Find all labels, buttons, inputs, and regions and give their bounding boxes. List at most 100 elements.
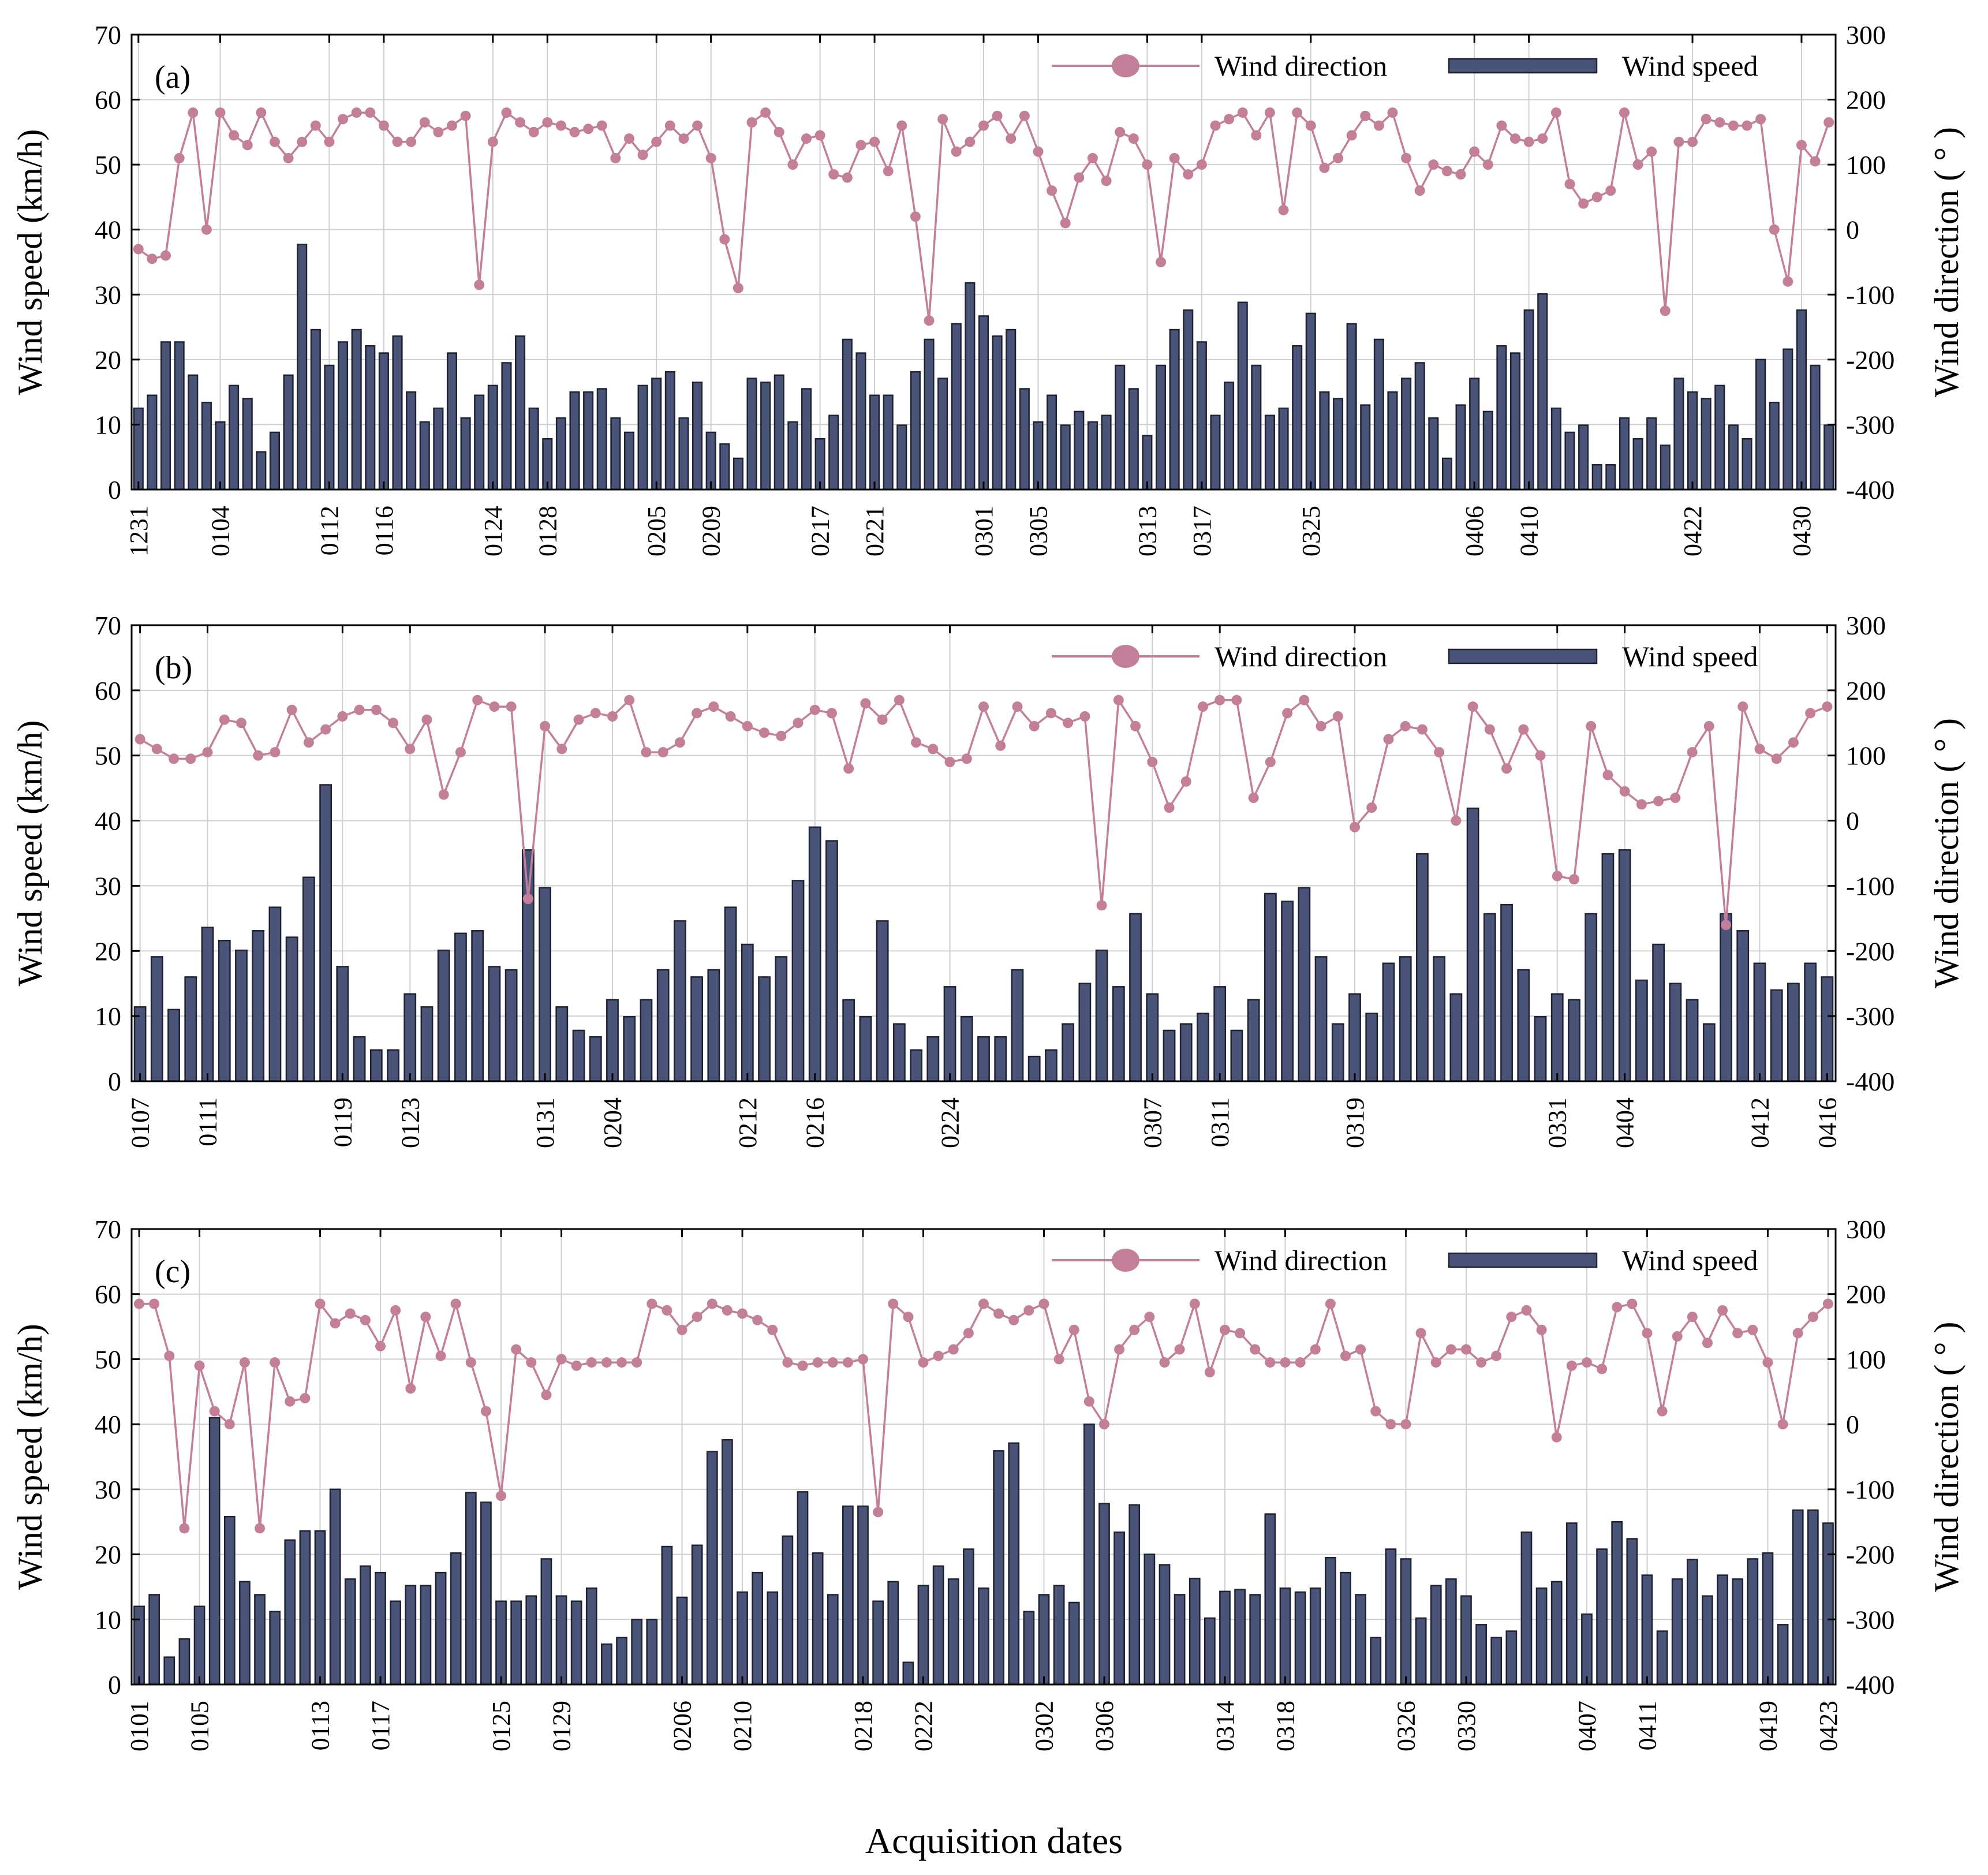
direction-point — [787, 159, 798, 170]
speed-bar — [1169, 328, 1180, 491]
direction-point — [201, 224, 212, 235]
direction-point — [809, 704, 820, 715]
direction-point — [910, 211, 921, 222]
direction-point — [1387, 107, 1398, 118]
speed-bar — [1611, 1521, 1623, 1686]
direction-point — [1251, 130, 1262, 141]
speed-bar — [299, 1530, 311, 1686]
direction-point — [1068, 1324, 1079, 1335]
speed-bar — [495, 1600, 507, 1686]
speed-bar — [1332, 398, 1344, 491]
direction-point — [465, 1357, 476, 1368]
speed-bar — [1500, 903, 1513, 1082]
y-right-tick-label: 0 — [1846, 215, 1859, 245]
speed-bar — [1656, 1630, 1668, 1686]
direction-point — [1295, 1357, 1306, 1368]
speed-bar — [167, 1009, 180, 1082]
speed-bar — [450, 1552, 462, 1686]
y-right-tick-label: -200 — [1846, 345, 1894, 375]
date-tick-label: 0313 — [1133, 506, 1161, 556]
speed-bar — [616, 1637, 627, 1686]
y-left-tick-label: 10 — [95, 1002, 121, 1031]
direction-point — [450, 1298, 461, 1309]
direction-point — [133, 244, 144, 255]
speed-bar — [351, 328, 362, 491]
speed-bar — [133, 1006, 147, 1082]
direction-point — [1142, 159, 1153, 170]
speed-bar — [775, 956, 788, 1082]
direction-point — [239, 1357, 250, 1368]
direction-point — [460, 110, 471, 121]
y-left-tick-label: 70 — [95, 20, 121, 50]
speed-bar — [1807, 1509, 1819, 1686]
speed-bar — [994, 1036, 1007, 1082]
speed-bar — [1279, 1587, 1291, 1686]
date-tick-label: 0326 — [1392, 1701, 1420, 1751]
direction-point — [1701, 114, 1712, 125]
speed-bar — [1360, 404, 1371, 491]
direction-point — [965, 136, 976, 147]
speed-bar — [174, 341, 185, 491]
speed-bar — [992, 335, 1003, 491]
date-tick-label: 0314 — [1211, 1701, 1239, 1751]
direction-point — [1333, 152, 1344, 163]
speed-bar — [1596, 1548, 1608, 1686]
direction-point — [924, 315, 935, 326]
direction-point — [1822, 1298, 1833, 1309]
legend-speed-swatch — [1448, 58, 1598, 74]
date-tick-label: 0128 — [533, 506, 562, 556]
y-left-tick-label: 50 — [95, 1344, 121, 1374]
direction-point — [556, 744, 567, 755]
direction-point — [995, 740, 1006, 751]
direction-point — [1280, 1357, 1291, 1368]
direction-point — [1370, 1406, 1381, 1417]
direction-point — [285, 1396, 296, 1407]
speed-bar — [917, 1585, 929, 1686]
speed-bar — [1008, 1442, 1020, 1686]
direction-point — [1670, 793, 1681, 804]
date-tick-label: 0407 — [1573, 1701, 1601, 1751]
direction-point — [793, 718, 804, 729]
date-tick-label: 0317 — [1188, 506, 1216, 556]
direction-point — [1305, 120, 1316, 131]
speed-bar — [387, 1049, 399, 1082]
direction-point — [1169, 152, 1180, 163]
speed-bar — [329, 1488, 341, 1686]
direction-point — [515, 117, 526, 128]
direction-point — [737, 1308, 748, 1319]
direction-point — [705, 152, 716, 163]
speed-bar — [1717, 1574, 1728, 1686]
speed-bar — [690, 976, 704, 1082]
speed-bar — [1646, 417, 1657, 491]
date-tick-label: 0222 — [910, 1701, 938, 1751]
direction-point — [978, 1298, 989, 1309]
speed-bar — [555, 1006, 569, 1082]
speed-bar — [487, 384, 498, 491]
speed-bar — [1755, 358, 1766, 491]
date-tick-label: 0218 — [849, 1701, 877, 1751]
speed-bar — [758, 976, 771, 1082]
date-tick-label: 0325 — [1297, 506, 1325, 556]
direction-point — [556, 1354, 567, 1365]
direction-point — [209, 1406, 220, 1417]
speed-bar — [268, 906, 282, 1082]
direction-point — [1060, 218, 1071, 229]
direction-point — [1114, 1344, 1125, 1355]
speed-bar — [480, 1502, 492, 1686]
direction-point — [1591, 192, 1602, 203]
direction-point — [623, 133, 634, 144]
direction-point — [1008, 1314, 1019, 1325]
speed-bar — [876, 920, 889, 1082]
date-tick-label: 0124 — [479, 506, 507, 556]
y-left-tick-label: 10 — [95, 1605, 121, 1634]
speed-bar — [1449, 993, 1463, 1082]
direction-point — [169, 753, 180, 764]
speed-bar — [857, 1505, 869, 1686]
speed-bar — [1796, 309, 1807, 491]
date-tick-label: 0301 — [970, 506, 998, 556]
speed-bar — [1027, 1055, 1041, 1082]
direction-point — [1401, 152, 1412, 163]
direction-point — [607, 711, 618, 722]
y-left-tick-label: 20 — [95, 936, 121, 966]
speed-bar — [842, 999, 855, 1082]
